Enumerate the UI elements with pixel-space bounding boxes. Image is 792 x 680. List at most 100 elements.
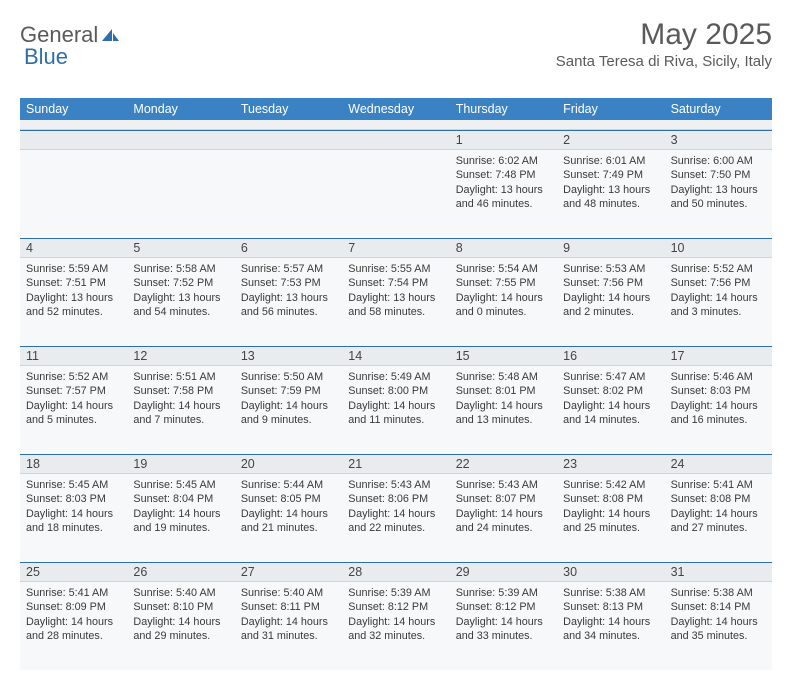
day-number <box>342 131 449 149</box>
day-info: Sunrise: 5:50 AMSunset: 7:59 PMDaylight:… <box>241 370 336 427</box>
day-cell: Sunrise: 5:53 AMSunset: 7:56 PMDaylight:… <box>557 258 664 346</box>
day-cell: Sunrise: 5:39 AMSunset: 8:12 PMDaylight:… <box>342 582 449 670</box>
week-row: Sunrise: 5:41 AMSunset: 8:09 PMDaylight:… <box>20 582 772 670</box>
day-number <box>127 131 234 149</box>
day-cell: Sunrise: 5:45 AMSunset: 8:04 PMDaylight:… <box>127 474 234 562</box>
day-cell: Sunrise: 5:57 AMSunset: 7:53 PMDaylight:… <box>235 258 342 346</box>
day-info: Sunrise: 5:59 AMSunset: 7:51 PMDaylight:… <box>26 262 121 319</box>
day-cell: Sunrise: 5:44 AMSunset: 8:05 PMDaylight:… <box>235 474 342 562</box>
dow-header-row: SundayMondayTuesdayWednesdayThursdayFrid… <box>20 98 772 120</box>
day-info: Sunrise: 5:45 AMSunset: 8:04 PMDaylight:… <box>133 478 228 535</box>
dow-cell: Saturday <box>665 98 772 120</box>
day-number: 21 <box>342 455 449 473</box>
day-number: 14 <box>342 347 449 365</box>
day-cell: Sunrise: 6:00 AMSunset: 7:50 PMDaylight:… <box>665 150 772 238</box>
week-row: Sunrise: 5:45 AMSunset: 8:03 PMDaylight:… <box>20 474 772 562</box>
day-number: 15 <box>450 347 557 365</box>
day-info: Sunrise: 5:41 AMSunset: 8:08 PMDaylight:… <box>671 478 766 535</box>
day-number: 24 <box>665 455 772 473</box>
day-info: Sunrise: 5:48 AMSunset: 8:01 PMDaylight:… <box>456 370 551 427</box>
day-cell: Sunrise: 5:52 AMSunset: 7:57 PMDaylight:… <box>20 366 127 454</box>
day-number: 30 <box>557 563 664 581</box>
day-cell: Sunrise: 5:58 AMSunset: 7:52 PMDaylight:… <box>127 258 234 346</box>
day-cell: Sunrise: 6:02 AMSunset: 7:48 PMDaylight:… <box>450 150 557 238</box>
daynum-row: 11121314151617 <box>20 346 772 366</box>
day-number: 2 <box>557 131 664 149</box>
day-number: 23 <box>557 455 664 473</box>
day-number: 1 <box>450 131 557 149</box>
day-cell: Sunrise: 5:41 AMSunset: 8:09 PMDaylight:… <box>20 582 127 670</box>
dow-cell: Wednesday <box>342 98 449 120</box>
day-info: Sunrise: 5:43 AMSunset: 8:07 PMDaylight:… <box>456 478 551 535</box>
day-cell: Sunrise: 5:46 AMSunset: 8:03 PMDaylight:… <box>665 366 772 454</box>
day-number <box>20 131 127 149</box>
day-info: Sunrise: 5:39 AMSunset: 8:12 PMDaylight:… <box>348 586 443 643</box>
day-cell <box>235 150 342 238</box>
day-info: Sunrise: 5:40 AMSunset: 8:11 PMDaylight:… <box>241 586 336 643</box>
week-row: Sunrise: 5:52 AMSunset: 7:57 PMDaylight:… <box>20 366 772 454</box>
day-cell: Sunrise: 5:47 AMSunset: 8:02 PMDaylight:… <box>557 366 664 454</box>
week-row: Sunrise: 5:59 AMSunset: 7:51 PMDaylight:… <box>20 258 772 346</box>
day-cell: Sunrise: 5:54 AMSunset: 7:55 PMDaylight:… <box>450 258 557 346</box>
day-number: 18 <box>20 455 127 473</box>
dow-cell: Tuesday <box>235 98 342 120</box>
day-number: 20 <box>235 455 342 473</box>
day-info: Sunrise: 6:02 AMSunset: 7:48 PMDaylight:… <box>456 154 551 211</box>
calendar-grid: SundayMondayTuesdayWednesdayThursdayFrid… <box>20 98 772 670</box>
title-block: May 2025 Santa Teresa di Riva, Sicily, I… <box>556 18 772 70</box>
day-number: 25 <box>20 563 127 581</box>
daynum-row: 18192021222324 <box>20 454 772 474</box>
day-cell: Sunrise: 5:52 AMSunset: 7:56 PMDaylight:… <box>665 258 772 346</box>
day-number: 8 <box>450 239 557 257</box>
day-number: 28 <box>342 563 449 581</box>
day-cell: Sunrise: 5:48 AMSunset: 8:01 PMDaylight:… <box>450 366 557 454</box>
day-number: 17 <box>665 347 772 365</box>
location: Santa Teresa di Riva, Sicily, Italy <box>556 53 772 70</box>
day-cell: Sunrise: 6:01 AMSunset: 7:49 PMDaylight:… <box>557 150 664 238</box>
day-number: 7 <box>342 239 449 257</box>
day-info: Sunrise: 5:52 AMSunset: 7:57 PMDaylight:… <box>26 370 121 427</box>
day-cell: Sunrise: 5:59 AMSunset: 7:51 PMDaylight:… <box>20 258 127 346</box>
day-cell: Sunrise: 5:49 AMSunset: 8:00 PMDaylight:… <box>342 366 449 454</box>
brand-text-2: Blue <box>24 44 68 70</box>
day-number: 22 <box>450 455 557 473</box>
day-info: Sunrise: 5:58 AMSunset: 7:52 PMDaylight:… <box>133 262 228 319</box>
day-number: 6 <box>235 239 342 257</box>
dow-cell: Thursday <box>450 98 557 120</box>
day-cell: Sunrise: 5:43 AMSunset: 8:07 PMDaylight:… <box>450 474 557 562</box>
day-info: Sunrise: 5:38 AMSunset: 8:14 PMDaylight:… <box>671 586 766 643</box>
day-cell: Sunrise: 5:40 AMSunset: 8:10 PMDaylight:… <box>127 582 234 670</box>
daynum-row: 25262728293031 <box>20 562 772 582</box>
day-info: Sunrise: 5:55 AMSunset: 7:54 PMDaylight:… <box>348 262 443 319</box>
day-number: 9 <box>557 239 664 257</box>
day-number: 16 <box>557 347 664 365</box>
dow-cell: Monday <box>127 98 234 120</box>
day-info: Sunrise: 5:47 AMSunset: 8:02 PMDaylight:… <box>563 370 658 427</box>
day-info: Sunrise: 5:54 AMSunset: 7:55 PMDaylight:… <box>456 262 551 319</box>
day-number: 31 <box>665 563 772 581</box>
daynum-row: 45678910 <box>20 238 772 258</box>
day-number: 5 <box>127 239 234 257</box>
day-number: 19 <box>127 455 234 473</box>
day-cell: Sunrise: 5:38 AMSunset: 8:13 PMDaylight:… <box>557 582 664 670</box>
day-number: 4 <box>20 239 127 257</box>
day-info: Sunrise: 5:46 AMSunset: 8:03 PMDaylight:… <box>671 370 766 427</box>
day-info: Sunrise: 5:45 AMSunset: 8:03 PMDaylight:… <box>26 478 121 535</box>
day-info: Sunrise: 5:38 AMSunset: 8:13 PMDaylight:… <box>563 586 658 643</box>
day-number: 26 <box>127 563 234 581</box>
day-cell: Sunrise: 5:50 AMSunset: 7:59 PMDaylight:… <box>235 366 342 454</box>
day-cell: Sunrise: 5:43 AMSunset: 8:06 PMDaylight:… <box>342 474 449 562</box>
day-number <box>235 131 342 149</box>
spacer-row <box>20 120 772 130</box>
day-info: Sunrise: 6:00 AMSunset: 7:50 PMDaylight:… <box>671 154 766 211</box>
day-cell: Sunrise: 5:38 AMSunset: 8:14 PMDaylight:… <box>665 582 772 670</box>
day-info: Sunrise: 5:44 AMSunset: 8:05 PMDaylight:… <box>241 478 336 535</box>
header: General May 2025 Santa Teresa di Riva, S… <box>20 18 772 70</box>
day-number: 29 <box>450 563 557 581</box>
day-cell: Sunrise: 5:39 AMSunset: 8:12 PMDaylight:… <box>450 582 557 670</box>
day-number: 11 <box>20 347 127 365</box>
dow-cell: Friday <box>557 98 664 120</box>
day-info: Sunrise: 5:40 AMSunset: 8:10 PMDaylight:… <box>133 586 228 643</box>
calendar-page: General May 2025 Santa Teresa di Riva, S… <box>0 0 792 680</box>
day-cell: Sunrise: 5:55 AMSunset: 7:54 PMDaylight:… <box>342 258 449 346</box>
